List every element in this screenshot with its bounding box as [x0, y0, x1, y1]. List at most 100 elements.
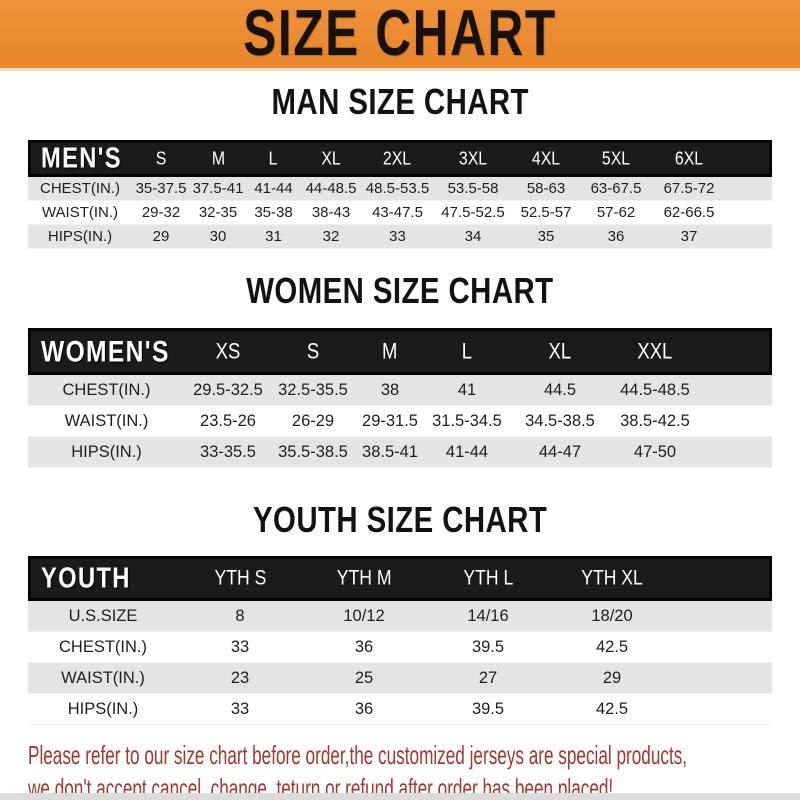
- size-header-cell: XS: [185, 328, 271, 375]
- row-label-cell: HIPS(IN.): [28, 694, 178, 725]
- measurement-row: WAIST(IN.) 23 25 27 29: [28, 663, 772, 694]
- value-cell: 18/20: [550, 601, 674, 632]
- row-label-cell: HIPS(IN.): [28, 225, 132, 249]
- value-cell: 36: [302, 632, 426, 663]
- men-section-heading: MAN SIZE CHART: [0, 84, 800, 125]
- group-header-cell: YOUTH: [28, 556, 178, 601]
- filler-cell: [699, 406, 772, 437]
- size-label: 4XL: [531, 147, 561, 169]
- page-title-text: SIZE CHART: [243, 0, 557, 70]
- value-cell: 33: [178, 694, 302, 725]
- value-cell: 62-66.5: [652, 201, 726, 225]
- size-label: YTH XL: [581, 566, 643, 590]
- size-header-cell: XXL: [611, 328, 699, 375]
- size-header-cell: YTH L: [426, 556, 550, 601]
- value-cell: 53.5-58: [434, 177, 512, 201]
- value-cell: 30: [190, 225, 246, 249]
- size-header-cell: 2XL: [361, 140, 434, 177]
- row-label-cell: U.S.SIZE: [28, 601, 178, 632]
- value-cell: 48.5-53.5: [361, 177, 434, 201]
- women-section-heading: WOMEN SIZE CHART: [0, 273, 800, 314]
- bottom-strip: [0, 793, 800, 800]
- value-cell: 29: [132, 225, 190, 249]
- value-cell: 36: [302, 694, 426, 725]
- filler-cell: [726, 140, 772, 177]
- group-label: MEN'S: [41, 142, 122, 174]
- value-cell: 29-32: [132, 201, 190, 225]
- header-row: YOUTH YTH S YTH M YTH L YTH XL: [28, 556, 772, 601]
- value-cell: 33-35.5: [185, 437, 271, 468]
- value-cell: 23: [178, 663, 302, 694]
- women-size-table: WOMEN'S XS S M L XL XXL CHEST(IN.) 29.5-32.5 32.5…: [28, 328, 772, 468]
- section-women: WOMEN SIZE CHART WOMEN'S XS S M L XL XXL CHEST(…: [0, 249, 800, 468]
- size-header-cell: 6XL: [652, 140, 726, 177]
- measurement-row: CHEST(IN.) 35-37.5 37.5-41 41-44 44-48.5 48.5…: [28, 177, 772, 201]
- value-cell: 32.5-35.5: [271, 375, 355, 406]
- value-cell: 58-63: [512, 177, 580, 201]
- size-header-cell: L: [246, 140, 301, 177]
- size-label: L: [461, 338, 473, 364]
- value-cell: 23.5-26: [185, 406, 271, 437]
- value-cell: 33: [178, 632, 302, 663]
- value-cell: 57-62: [580, 201, 652, 225]
- size-header-cell: S: [271, 328, 355, 375]
- banner: SIZE CHART: [0, 0, 800, 71]
- value-cell: 44-48.5: [301, 177, 361, 201]
- size-header-cell: 5XL: [580, 140, 652, 177]
- size-label: YTH L: [463, 566, 513, 590]
- value-cell: 29-31.5: [355, 406, 425, 437]
- section-men: MAN SIZE CHART MEN'S S M L XL 2XL 3XL 4XL 5XL 6XL…: [0, 71, 800, 249]
- measurement-row: CHEST(IN.) 29.5-32.5 32.5-35.5 38 41 44.5 44.5…: [28, 375, 772, 406]
- size-label: XS: [215, 338, 241, 364]
- size-label: XL: [321, 147, 341, 169]
- size-header-cell: YTH XL: [550, 556, 674, 601]
- value-cell: 47-50: [611, 437, 699, 468]
- size-label: S: [306, 338, 320, 364]
- value-cell: 35-37.5: [132, 177, 190, 201]
- row-label-cell: CHEST(IN.): [28, 375, 185, 406]
- size-header-cell: S: [132, 140, 190, 177]
- value-cell: 34.5-38.5: [509, 406, 611, 437]
- value-cell: 41-44: [425, 437, 509, 468]
- value-cell: 39.5: [426, 694, 550, 725]
- value-cell: 35.5-38.5: [271, 437, 355, 468]
- size-label: L: [269, 147, 278, 169]
- size-label: YTH M: [336, 566, 392, 590]
- size-header-cell: YTH S: [178, 556, 302, 601]
- filler-cell: [699, 437, 772, 468]
- size-label: 3XL: [458, 147, 488, 169]
- filler-cell: [674, 556, 772, 601]
- filler-cell: [699, 328, 772, 375]
- row-label-cell: CHEST(IN.): [28, 177, 132, 201]
- size-header-cell: L: [425, 328, 509, 375]
- value-cell: 31: [246, 225, 301, 249]
- women-section-heading-text: WOMEN SIZE CHART: [246, 271, 554, 312]
- youth-size-table: YOUTH YTH S YTH M YTH L YTH XL U.S.SIZE 8 10/12…: [28, 556, 772, 725]
- size-label: YTH S: [214, 566, 266, 590]
- filler-cell: [674, 601, 772, 632]
- size-label: XL: [548, 338, 572, 364]
- group-header-cell: WOMEN'S: [28, 328, 185, 375]
- header-row: MEN'S S M L XL 2XL 3XL 4XL 5XL 6XL: [28, 140, 772, 177]
- size-header-cell: 4XL: [512, 140, 580, 177]
- value-cell: 8: [178, 601, 302, 632]
- size-header-cell: M: [355, 328, 425, 375]
- youth-section-heading: YOUTH SIZE CHART: [0, 502, 800, 543]
- value-cell: 44.5-48.5: [611, 375, 699, 406]
- size-label: M: [211, 147, 225, 169]
- header-row: WOMEN'S XS S M L XL XXL: [28, 328, 772, 375]
- value-cell: 44.5: [509, 375, 611, 406]
- size-label: S: [155, 147, 167, 169]
- value-cell: 38: [355, 375, 425, 406]
- measurement-row: U.S.SIZE 8 10/12 14/16 18/20: [28, 601, 772, 632]
- size-header-cell: YTH M: [302, 556, 426, 601]
- value-cell: 36: [580, 225, 652, 249]
- row-label-cell: CHEST(IN.): [28, 632, 178, 663]
- value-cell: 27: [426, 663, 550, 694]
- value-cell: 38.5-41: [355, 437, 425, 468]
- value-cell: 42.5: [550, 694, 674, 725]
- filler-cell: [726, 201, 772, 225]
- value-cell: 25: [302, 663, 426, 694]
- size-header-cell: M: [190, 140, 246, 177]
